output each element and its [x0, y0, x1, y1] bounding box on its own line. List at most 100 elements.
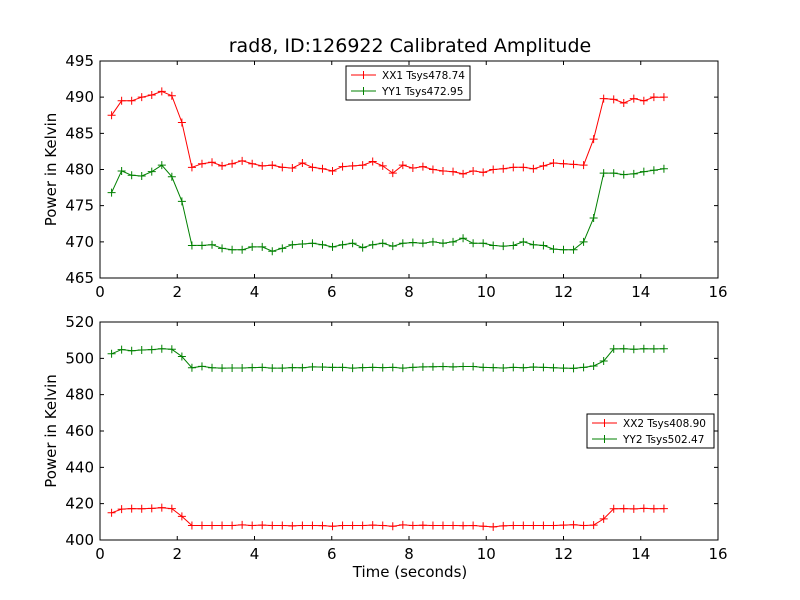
y-tick-label: 490 [65, 88, 94, 106]
data-point [218, 364, 227, 373]
data-point [659, 504, 668, 513]
data-point [368, 521, 377, 530]
data-point [629, 504, 638, 513]
data-point [208, 240, 217, 249]
data-point [479, 239, 488, 248]
data-point [589, 521, 598, 530]
data-point [167, 504, 176, 513]
legend-box [586, 413, 715, 449]
top-chart-panel: 0 2 4 6 8 10 12 14 16 465 470 475 480 485 490 495 Power … [42, 52, 728, 301]
data-point [228, 159, 237, 168]
data-point [599, 357, 608, 366]
data-point [479, 168, 488, 177]
data-point [358, 243, 367, 252]
data-point [147, 504, 156, 513]
data-point [308, 362, 317, 371]
data-point [629, 94, 638, 103]
legend-marker [600, 419, 609, 427]
data-point [268, 161, 277, 170]
data-point [288, 164, 297, 173]
data-point [378, 161, 387, 170]
data-point [228, 245, 237, 254]
data-point [187, 521, 196, 530]
legend: XX1 Tsys478.74 YY1 Tsys472.95 [345, 65, 471, 101]
data-point [579, 521, 588, 530]
data-point [177, 512, 186, 521]
data-point [509, 241, 518, 250]
legend-entry: XX2 Tsys408.90 [623, 418, 706, 430]
y-tick-label: 520 [65, 313, 94, 331]
data-point [609, 95, 618, 104]
x-tick-label: 6 [327, 545, 337, 563]
data-point [599, 514, 608, 523]
data-point [197, 241, 206, 250]
data-point [449, 521, 458, 530]
legend-marker [600, 435, 609, 443]
data-point [268, 521, 277, 530]
y-tick-label: 420 [65, 495, 94, 513]
data-point [398, 161, 407, 170]
y-tick-label: 480 [65, 161, 94, 179]
x-tick-label: 16 [708, 283, 727, 301]
data-point [358, 521, 367, 530]
data-point [579, 363, 588, 372]
x-tick-label: 2 [172, 545, 182, 563]
y-tick-label: 475 [65, 197, 94, 215]
data-point [459, 234, 468, 243]
x-axis-label: Time (seconds) [352, 563, 468, 581]
data-point [639, 504, 648, 513]
data-point [208, 363, 217, 372]
data-point [649, 93, 658, 102]
data-point [127, 96, 136, 105]
legend-marker [359, 71, 368, 79]
data-point [378, 521, 387, 530]
data-point [177, 118, 186, 127]
x-tick-label: 10 [477, 545, 496, 563]
data-point [459, 521, 468, 530]
data-point [509, 363, 518, 372]
data-point [639, 344, 648, 353]
data-point [318, 521, 327, 530]
data-point [228, 363, 237, 372]
data-point [197, 521, 206, 530]
data-point [559, 521, 568, 530]
legend-entry: XX1 Tsys478.74 [382, 70, 465, 82]
data-point [308, 239, 317, 248]
data-point [438, 239, 447, 248]
data-point [248, 159, 257, 168]
data-point [258, 161, 267, 170]
data-point [167, 91, 176, 100]
data-point [338, 521, 347, 530]
data-point [659, 344, 668, 353]
data-point [378, 239, 387, 248]
data-point [298, 521, 307, 530]
data-point [469, 239, 478, 248]
data-point [308, 163, 317, 172]
data-point [559, 159, 568, 168]
data-point [609, 169, 618, 178]
data-point [449, 167, 458, 176]
y-tick-label: 465 [65, 269, 94, 287]
data-point [328, 522, 337, 531]
data-point [348, 239, 357, 248]
data-point [599, 169, 608, 178]
data-point [338, 363, 347, 372]
data-point [398, 364, 407, 373]
data-point [248, 521, 257, 530]
data-point [459, 169, 468, 178]
data-point [509, 521, 518, 530]
data-point [469, 362, 478, 371]
series-line-1 [111, 90, 664, 175]
data-point [147, 90, 156, 99]
data-point [288, 521, 297, 530]
data-point [107, 508, 116, 517]
data-point [479, 522, 488, 531]
data-point [117, 505, 126, 514]
data-point [137, 345, 146, 354]
data-point [519, 521, 528, 530]
data-point [428, 362, 437, 371]
data-point [318, 164, 327, 173]
data-point [629, 345, 638, 354]
data-point [137, 172, 146, 181]
